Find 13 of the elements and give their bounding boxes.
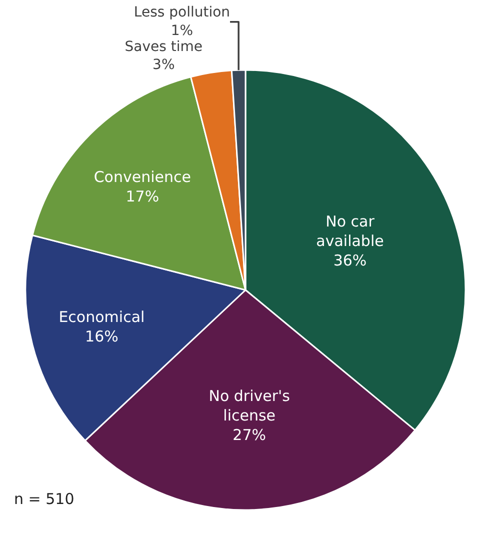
slice-label: Saves time <box>124 38 203 55</box>
data-label: 36% <box>333 251 367 270</box>
data-label: 1% <box>170 22 194 39</box>
data-label: 3% <box>152 57 175 74</box>
data-label: 16% <box>85 328 118 346</box>
slice-label: No car available <box>316 212 384 250</box>
data-label: 17% <box>126 188 160 206</box>
slice-label: Convenience <box>94 168 191 186</box>
text: n = 510 <box>14 490 74 508</box>
data-label: 27% <box>232 426 266 444</box>
slice-label: No driver's license <box>208 387 290 425</box>
slice-label: Economical <box>58 308 145 326</box>
slice-label: Less pollution <box>134 4 230 21</box>
